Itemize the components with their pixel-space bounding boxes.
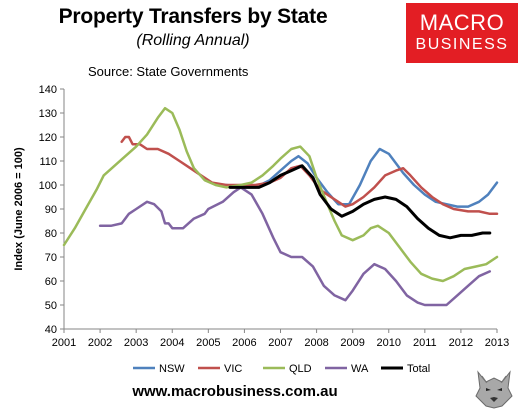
chart-source: Source: State Governments (88, 64, 249, 79)
x-tick-label: 2006 (232, 337, 256, 349)
series-line-qld (62, 106, 499, 283)
y-tick-label: 130 (39, 108, 57, 120)
macro-business-logo: MACRO BUSINESS (406, 3, 518, 63)
y-tick-label: 80 (45, 228, 57, 240)
x-tick-label: 2007 (268, 337, 292, 349)
chart-legend: NSW VIC QLD WA Total (133, 363, 430, 375)
chart-axes: 40 50 60 70 80 90 100 110 120 130 140 2001 2002 2003 2… (13, 84, 509, 349)
legend-label-total: Total (407, 363, 430, 375)
legend-label-vic: VIC (224, 363, 242, 375)
y-tick-label: 90 (45, 204, 57, 216)
legend-label-nsw: NSW (159, 363, 185, 375)
y-tick-label: 60 (45, 276, 57, 288)
logo-line-2: BUSINESS (415, 36, 509, 53)
x-tick-label: 2011 (413, 337, 437, 349)
series-line-total (228, 164, 492, 240)
y-axis-label: Index (June 2006 = 100) (13, 147, 25, 271)
x-tick-label: 2010 (377, 337, 401, 349)
legend-label-qld: QLD (289, 363, 312, 375)
chart-subtitle: (Rolling Annual) (136, 32, 250, 49)
y-tick-label: 70 (45, 252, 57, 264)
wolf-mascot-icon (472, 368, 516, 410)
x-tick-label: 2009 (340, 337, 364, 349)
x-tick-label: 2004 (160, 337, 184, 349)
series-line-nsw (225, 147, 499, 208)
logo-line-1: MACRO (419, 10, 505, 35)
y-tick-label: 120 (39, 132, 57, 144)
website-url: www.macrobusiness.com.au (132, 383, 338, 400)
x-tick-label: 2013 (485, 337, 509, 349)
chart-title: Property Transfers by State (58, 5, 328, 28)
y-tick-label: 100 (39, 180, 57, 192)
y-tick-label: 140 (39, 84, 57, 96)
x-tick-label: 2005 (196, 337, 220, 349)
x-tick-label: 2002 (88, 337, 112, 349)
x-tick-label: 2012 (449, 337, 473, 349)
y-tick-label: 40 (45, 324, 57, 336)
y-tick-label: 110 (39, 156, 57, 168)
y-tick-label: 50 (45, 300, 57, 312)
legend-label-wa: WA (351, 363, 369, 375)
x-tick-label: 2003 (124, 337, 148, 349)
series-line-wa (98, 186, 492, 307)
chart-series (62, 106, 499, 307)
x-tick-label: 2001 (52, 337, 76, 349)
x-tick-label: 2008 (304, 337, 328, 349)
